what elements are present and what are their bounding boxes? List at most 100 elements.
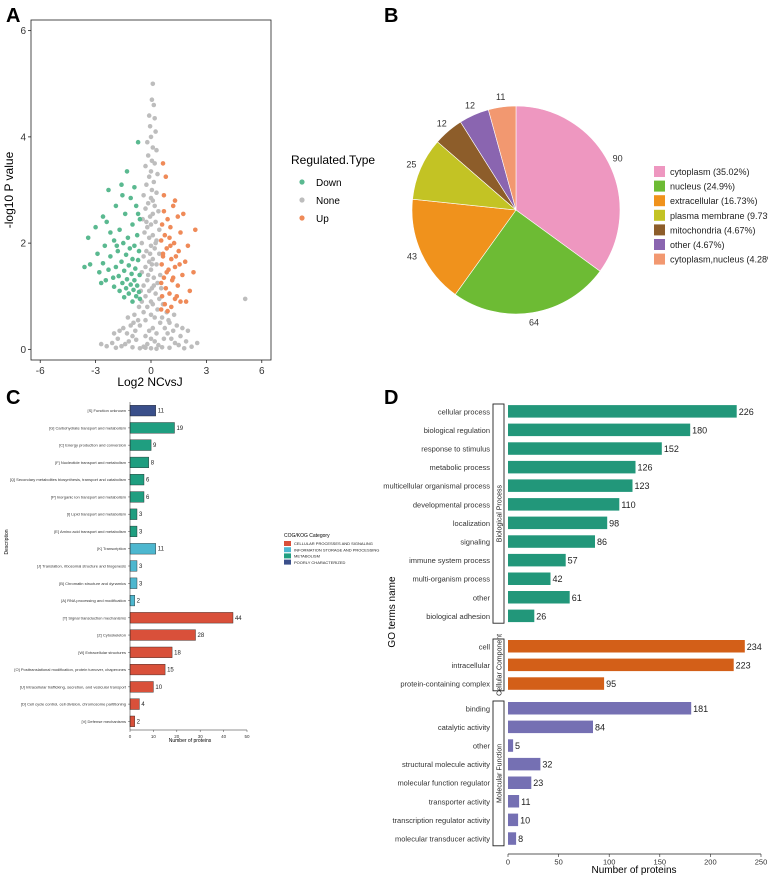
point-none [145,272,151,278]
point-down [119,259,124,265]
point-none [151,275,157,281]
go-x-tick-label: 0 [506,858,510,867]
point-none [151,283,157,288]
go-bar [508,795,520,808]
x-tick-label: 6 [259,366,265,377]
point-none [148,134,154,140]
cog-category-label: [B] Chromatin structure and dynamics [59,581,126,586]
cog-bar-value: 15 [167,668,174,674]
point-none [132,312,137,318]
point-none [145,278,150,283]
point-none [145,304,150,310]
point-up [171,240,177,246]
point-none [152,315,157,320]
go-term-label: structural molecule activity [402,760,490,769]
pie-slice-7 [488,105,517,211]
go-bar-value: 180 [692,425,707,435]
point-none [183,339,189,344]
go-y-axis-label: GO terms name [387,576,398,648]
point-down [134,232,140,238]
pie-legend-label: nucleus (24.9%) [670,182,735,192]
point-none [143,345,148,351]
go-bar [508,535,595,548]
point-none [150,81,156,87]
point-none [143,294,148,299]
point-down [133,294,139,299]
point-up [180,272,185,278]
point-none [148,169,154,174]
cog-bar-value: 2 [137,599,141,605]
point-down [95,251,100,257]
cog-legend-label: CELLULAR PROCESSES AND SIGNALING [294,541,373,546]
point-none [154,331,159,336]
point-up [172,264,178,270]
point-none [135,317,141,323]
go-term-label: biological adhesion [426,612,490,621]
point-up [169,304,174,310]
point-none [144,182,149,187]
go-bar-value: 86 [597,537,607,547]
point-down [93,224,98,230]
volcano-x-axis-label: Log2 NCvsJ [117,375,182,389]
point-none [146,113,152,118]
pie-slice-labels: 90 64 43 25 12 12 11 [406,92,622,328]
point-none [143,206,148,211]
go-bar-value: 5 [515,741,520,751]
cog-bar [129,577,138,589]
go-bar [508,640,745,653]
point-down [106,267,111,273]
point-down [129,271,134,277]
point-none [141,309,146,315]
point-none [153,219,158,225]
point-down [122,211,128,217]
point-none [150,325,156,331]
point-none [145,224,150,230]
point-none [130,333,135,339]
go-bar-value: 57 [568,556,578,566]
cog-category-label: [D] Cell cycle control, cell division, c… [21,702,126,707]
point-down [128,195,133,201]
cog-bar-value: 3 [139,564,143,570]
point-none [155,171,160,177]
go-group-label: Molecular Function [497,744,504,803]
point-none [157,227,162,233]
go-bar-value: 42 [553,574,563,584]
go-bar [508,516,608,530]
point-none [143,317,148,323]
cog-bar [129,629,196,641]
cog-category-label: [K] Transcription [97,546,126,551]
point-down [100,261,106,266]
pie-legend-swatch [654,224,665,236]
panel-label-c: C [6,387,20,409]
go-term-label: multi-organism process [412,575,490,584]
point-none [242,296,248,302]
cog-x-tick-label: 50 [244,734,250,739]
point-down [121,240,126,246]
pie-legend-label: cytoplasm,nucleus (4.28%) [670,255,768,265]
go-bar [508,479,633,492]
point-up [159,294,165,299]
point-up [167,291,172,296]
point-none [145,201,151,206]
cog-bar-value: 11 [158,409,165,415]
pie-value-label: 12 [437,119,447,129]
point-none [152,161,157,166]
cog-category-label: [Q] Secondary metabolites biosynthesis, … [10,477,127,482]
point-none [141,254,146,259]
point-up [163,286,169,291]
point-up [163,174,169,179]
go-term-label: developmental process [413,500,490,509]
go-bar [508,739,514,752]
point-up [159,262,164,267]
point-none [149,262,155,267]
point-down [133,266,138,271]
legend-up-marker [299,215,305,221]
point-down [104,219,109,225]
cog-y-axis-label: Description [4,529,10,554]
cog-legend-label: METABOLISM [294,554,320,559]
cog-bar-value: 11 [158,547,165,553]
point-up [170,275,176,281]
point-down [126,291,132,296]
point-none [159,315,165,320]
cog-bar [129,715,135,727]
